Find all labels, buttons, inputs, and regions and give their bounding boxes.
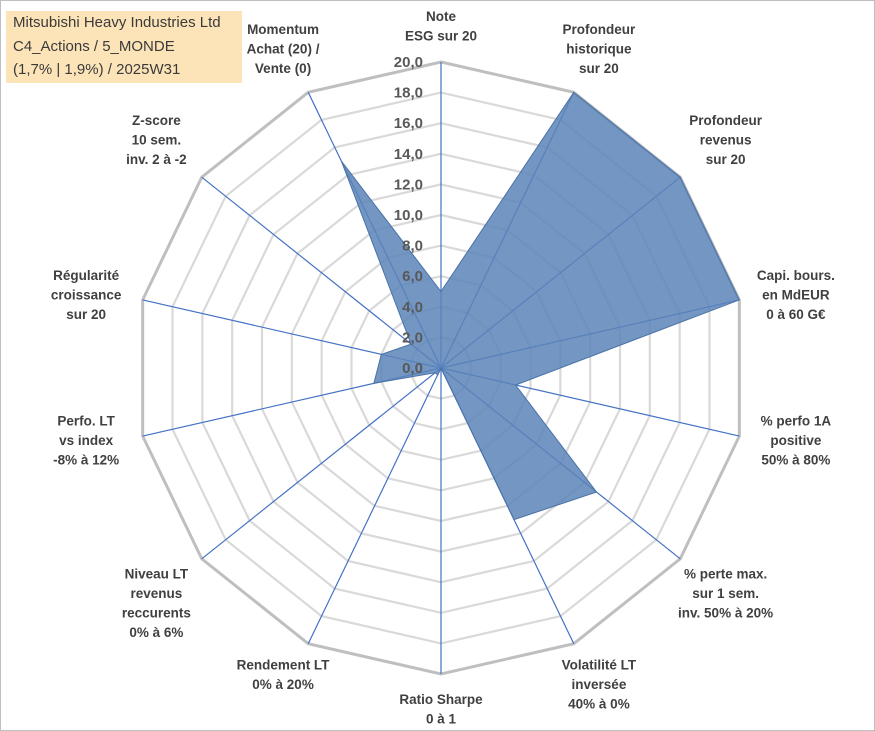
- axis-label: sur 20: [579, 61, 619, 76]
- tick-label: 2,0: [402, 329, 423, 346]
- axis-label: Capi. bours.: [757, 268, 835, 283]
- axis-spoke: [307, 367, 442, 644]
- axis-label: 0 à 60 G€: [766, 307, 826, 322]
- axis-label: Rendement LT: [237, 658, 331, 673]
- axis-label: en MdEUR: [762, 287, 830, 302]
- axis-spoke: [201, 367, 442, 560]
- axis-label: % perte max.: [684, 567, 767, 582]
- tick-label: 8,0: [402, 238, 423, 255]
- axis-label: Achat (20) /: [247, 41, 320, 56]
- axis-label: Z-score: [132, 113, 181, 128]
- axis-label: 10 sem.: [132, 132, 182, 147]
- tick-label: 10,0: [394, 207, 423, 224]
- radar-tick-labels: 0,0 2,0 4,0 6,0 8,0 10,0 12,0 14,0 16,0 18,0 20,0: [394, 54, 423, 377]
- axis-label: vs index: [59, 433, 114, 448]
- radar-series: [340, 91, 741, 521]
- axis-label: Ratio Sharpe: [399, 692, 483, 707]
- axis-label: ESG sur 20: [405, 29, 477, 44]
- tick-label: 12,0: [394, 176, 423, 193]
- axis-label: Perfo. LT: [57, 414, 115, 429]
- axis-label: 0% à 20%: [252, 677, 314, 692]
- axis-label: Note: [426, 9, 456, 24]
- chart-title-box: Mitsubishi Heavy Industries Ltd C4_Actio…: [6, 11, 242, 83]
- axis-label: 40% à 0%: [568, 697, 630, 712]
- axis-label: Profondeur: [563, 22, 636, 37]
- axis-label: 50% à 80%: [761, 453, 830, 468]
- axis-label: reccurents: [122, 606, 191, 621]
- axis-label: Niveau LT: [125, 567, 189, 582]
- axis-label: Volatilité LT: [562, 658, 637, 673]
- axis-label: revenus: [131, 586, 183, 601]
- tick-label: 4,0: [402, 299, 423, 316]
- axis-label: 0% à 6%: [129, 625, 183, 640]
- tick-label: 6,0: [402, 268, 423, 285]
- axis-label: 0 à 1: [426, 712, 457, 727]
- axis-label: inversée: [572, 677, 627, 692]
- chart-title-company: Mitsubishi Heavy Industries Ltd: [13, 14, 221, 31]
- axis-label: % perfo 1A: [761, 414, 832, 429]
- chart-title-period: (1,7% | 1,9%) / 2025W31: [13, 61, 181, 78]
- axis-label: Momentum: [247, 22, 319, 37]
- axis-label: inv. 2 à -2: [126, 152, 187, 167]
- axis-label: Vente (0): [255, 61, 311, 76]
- tick-label: 18,0: [394, 85, 423, 102]
- axis-label: croissance: [51, 287, 122, 302]
- tick-label: 16,0: [394, 115, 423, 132]
- axis-label: revenus: [700, 132, 752, 147]
- axis-label: sur 20: [706, 152, 746, 167]
- axis-label: Régularité: [53, 268, 120, 283]
- chart-title-category: C4_Actions / 5_MONDE: [13, 38, 175, 55]
- axis-spoke: [201, 176, 442, 369]
- axis-label: sur 1 sem.: [692, 586, 759, 601]
- tick-label: 20,0: [394, 54, 423, 71]
- axis-label: -8% à 12%: [53, 453, 119, 468]
- axis-label: sur 20: [66, 307, 106, 322]
- tick-label: 14,0: [394, 146, 423, 163]
- axis-label: Profondeur: [689, 113, 762, 128]
- tick-label: 0,0: [402, 360, 423, 377]
- axis-label: inv. 50% à 20%: [678, 606, 773, 621]
- axis-label: historique: [566, 41, 632, 56]
- axis-label: positive: [770, 433, 822, 448]
- radar-axis-labels: Note ESG sur 20 Profondeur historique sur 20…: [51, 9, 835, 727]
